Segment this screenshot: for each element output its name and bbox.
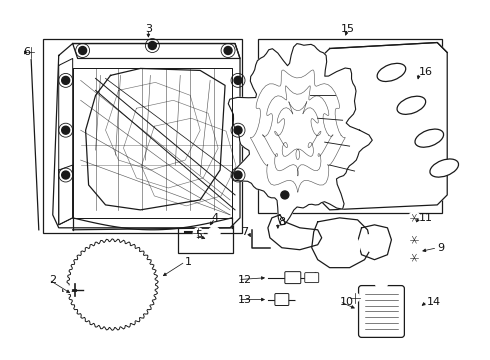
Circle shape <box>25 46 37 58</box>
Circle shape <box>281 191 289 199</box>
Polygon shape <box>319 42 447 210</box>
Text: 12: 12 <box>238 275 252 285</box>
Circle shape <box>93 269 100 276</box>
Text: 5: 5 <box>195 230 202 240</box>
Circle shape <box>106 279 119 291</box>
Circle shape <box>115 262 122 269</box>
Circle shape <box>64 285 72 293</box>
Text: 10: 10 <box>340 297 354 306</box>
Polygon shape <box>228 44 372 225</box>
Circle shape <box>365 233 385 253</box>
Circle shape <box>62 76 70 84</box>
Polygon shape <box>358 225 392 260</box>
Circle shape <box>338 244 345 252</box>
Polygon shape <box>67 239 158 330</box>
Circle shape <box>408 234 420 246</box>
Circle shape <box>277 187 293 203</box>
Bar <box>43 39 242 233</box>
Circle shape <box>379 281 384 286</box>
Text: 7: 7 <box>241 227 248 237</box>
Circle shape <box>62 126 70 134</box>
Circle shape <box>148 41 156 50</box>
Polygon shape <box>268 215 322 250</box>
Circle shape <box>208 227 220 239</box>
Ellipse shape <box>430 159 459 177</box>
Circle shape <box>234 126 242 134</box>
Ellipse shape <box>377 63 406 81</box>
Text: 11: 11 <box>419 213 433 223</box>
Circle shape <box>224 46 232 54</box>
Polygon shape <box>312 218 371 268</box>
Circle shape <box>62 171 70 179</box>
Circle shape <box>412 237 417 243</box>
Text: 16: 16 <box>419 67 433 77</box>
FancyBboxPatch shape <box>285 272 301 284</box>
FancyBboxPatch shape <box>305 273 318 283</box>
Bar <box>258 39 442 213</box>
Text: 15: 15 <box>341 24 355 33</box>
Text: 4: 4 <box>212 213 219 223</box>
Circle shape <box>71 243 154 327</box>
Circle shape <box>234 76 242 84</box>
Text: 14: 14 <box>427 297 441 306</box>
Circle shape <box>93 293 100 300</box>
Circle shape <box>332 238 352 258</box>
Circle shape <box>98 271 126 298</box>
Circle shape <box>375 278 388 289</box>
Polygon shape <box>86 68 225 210</box>
Circle shape <box>412 215 417 221</box>
FancyBboxPatch shape <box>359 285 404 337</box>
FancyBboxPatch shape <box>275 293 289 306</box>
Text: 2: 2 <box>49 275 56 285</box>
Text: 9: 9 <box>437 243 444 253</box>
Circle shape <box>78 46 87 54</box>
Circle shape <box>212 230 217 235</box>
Circle shape <box>115 300 122 307</box>
Circle shape <box>296 296 304 303</box>
Circle shape <box>129 281 136 288</box>
Bar <box>178 218 233 253</box>
Ellipse shape <box>397 96 426 114</box>
Text: 13: 13 <box>238 294 252 305</box>
Text: 8: 8 <box>278 217 285 227</box>
Circle shape <box>324 230 360 266</box>
Circle shape <box>193 228 203 238</box>
Ellipse shape <box>415 129 443 147</box>
Circle shape <box>234 171 242 179</box>
Circle shape <box>408 252 420 264</box>
Circle shape <box>349 293 360 302</box>
Text: 3: 3 <box>145 24 152 33</box>
Circle shape <box>412 255 417 261</box>
Text: 6: 6 <box>23 48 30 58</box>
Polygon shape <box>53 44 240 228</box>
Circle shape <box>408 212 420 224</box>
Text: 1: 1 <box>185 257 192 267</box>
Circle shape <box>87 259 138 310</box>
